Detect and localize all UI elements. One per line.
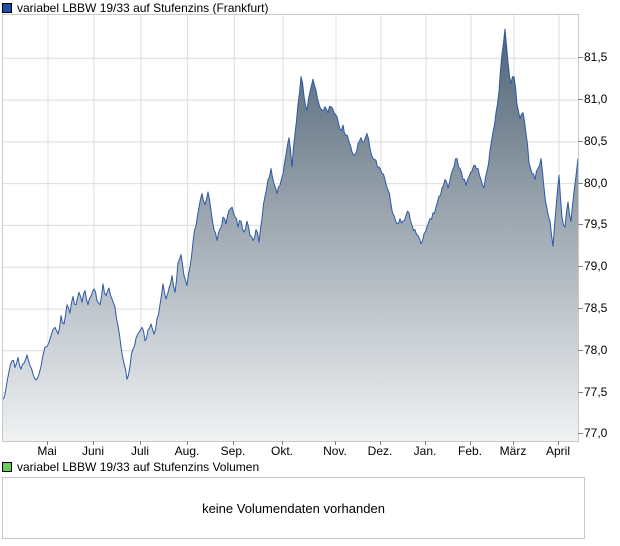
x-axis-label: Feb. xyxy=(457,444,482,458)
x-tick xyxy=(558,441,559,445)
x-tick xyxy=(187,441,188,445)
y-axis-label: 80,0 xyxy=(584,176,608,190)
x-tick xyxy=(335,441,336,445)
x-tick xyxy=(140,441,141,445)
x-tick xyxy=(282,441,283,445)
x-axis-label: Mai xyxy=(37,444,57,458)
x-axis-label: April xyxy=(545,444,570,458)
y-axis-label: 79,5 xyxy=(584,217,608,231)
x-axis-label: Juni xyxy=(81,444,104,458)
x-axis-label: Juli xyxy=(130,444,149,458)
y-axis-label: 77,5 xyxy=(584,385,608,399)
y-tick xyxy=(578,433,583,434)
y-tick xyxy=(578,99,583,100)
x-tick xyxy=(513,441,514,445)
y-axis-label: 79,0 xyxy=(584,259,608,273)
x-axis-label: Sep. xyxy=(220,444,246,458)
volume-panel: keine Volumendaten vorhanden xyxy=(2,477,585,539)
x-tick xyxy=(380,441,381,445)
y-tick xyxy=(578,350,583,351)
no-volume-data-message: keine Volumendaten vorhanden xyxy=(202,500,385,516)
volume-series-swatch-icon xyxy=(2,462,12,472)
x-tick xyxy=(93,441,94,445)
y-tick xyxy=(578,266,583,267)
y-axis-label: 81,5 xyxy=(584,50,608,64)
x-axis-label: Nov. xyxy=(323,444,347,458)
price-chart-plot-area[interactable] xyxy=(2,14,579,442)
x-tick xyxy=(470,441,471,445)
x-axis-label: Aug. xyxy=(174,444,200,458)
x-axis-label: Jan. xyxy=(413,444,437,458)
x-tick xyxy=(47,441,48,445)
x-axis-label: Okt. xyxy=(270,444,293,458)
price-legend: variabel LBBW 19/33 auf Stufenzins (Fran… xyxy=(2,2,268,14)
x-tick xyxy=(425,441,426,445)
y-axis-label: 78,0 xyxy=(584,343,608,357)
y-axis-label: 81,0 xyxy=(584,92,608,106)
volume-chart-title: variabel LBBW 19/33 auf Stufenzins Volum… xyxy=(17,460,260,474)
price-chart-title: variabel LBBW 19/33 auf Stufenzins (Fran… xyxy=(17,1,269,15)
y-axis-label: 77,0 xyxy=(584,426,608,440)
price-line xyxy=(3,28,578,400)
y-axis-label: 80,5 xyxy=(584,134,608,148)
y-tick xyxy=(578,392,583,393)
y-tick xyxy=(578,141,583,142)
y-tick xyxy=(578,308,583,309)
y-tick xyxy=(578,224,583,225)
price-chart-canvas xyxy=(3,15,578,441)
volume-legend: variabel LBBW 19/33 auf Stufenzins Volum… xyxy=(2,461,259,473)
y-tick xyxy=(578,57,583,58)
price-area xyxy=(3,29,578,441)
y-axis-label: 78,5 xyxy=(584,301,608,315)
x-axis-label: März xyxy=(499,444,527,458)
x-tick xyxy=(233,441,234,445)
y-tick xyxy=(578,183,583,184)
x-axis-label: Dez. xyxy=(367,444,393,458)
price-series-swatch-icon xyxy=(2,3,12,13)
